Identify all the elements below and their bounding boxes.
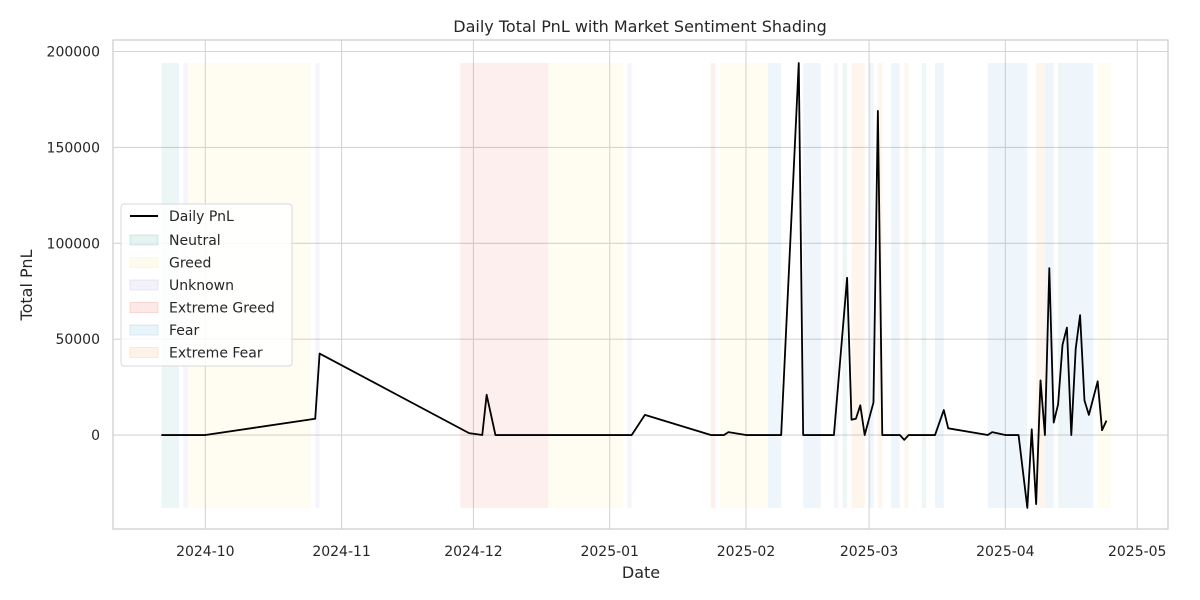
legend-label-extreme-greed: Extreme Greed — [169, 301, 275, 317]
sentiment-band-extreme-fear — [1036, 63, 1045, 508]
x-tick-label: 2025-03 — [840, 544, 899, 560]
legend-label-unknown: Unknown — [169, 278, 234, 294]
sentiment-band-greed — [1097, 63, 1111, 508]
plot-frame — [112, 39, 1169, 530]
y-tick-label: 100000 — [47, 236, 100, 252]
sentiment-band-neutral — [842, 63, 848, 508]
legend-sentiment-entries: Neutral Greed Unknown Extreme Greed Fear Extr… — [129, 233, 275, 362]
y-tick-label: 150000 — [47, 140, 100, 156]
sentiment-band-fear — [987, 63, 1028, 508]
sentiment-band-greed — [548, 63, 623, 508]
sentiment-band-fear — [803, 63, 821, 508]
y-tick-labels: 0 50000 100000 150000 200000 — [47, 45, 100, 445]
legend-label-fear: Fear — [169, 323, 199, 339]
x-tick-label: 2025-01 — [580, 544, 639, 560]
y-tick-label: 0 — [91, 428, 100, 444]
sentiment-band-fear — [767, 63, 782, 508]
x-tick-labels: 2024-10 2024-11 2024-12 2025-01 2025-02 2025-… — [176, 544, 1166, 560]
y-axis-title: Total PnL — [17, 249, 36, 321]
daily-pnl-line — [161, 62, 1108, 509]
sentiment-band-fear — [869, 63, 874, 508]
x-tick-label: 2024-11 — [312, 544, 371, 560]
sentiment-shading — [161, 63, 1111, 508]
sentiment-band-neutral — [921, 63, 927, 508]
legend-label-greed: Greed — [169, 256, 211, 272]
legend-box — [120, 203, 293, 367]
y-tick-label: 50000 — [55, 332, 100, 348]
x-tick-label: 2025-04 — [976, 544, 1035, 560]
chart-title: Daily Total PnL with Market Sentiment Sh… — [453, 17, 826, 36]
x-tick-label: 2025-02 — [717, 544, 776, 560]
sentiment-band-unknown — [315, 63, 320, 508]
pnl-line-layer — [161, 62, 1108, 509]
x-axis-title: Date — [622, 563, 660, 582]
legend-label-extreme-fear: Extreme Fear — [169, 346, 263, 362]
sentiment-band-extreme-fear — [904, 63, 909, 508]
sentiment-band-extreme-greed — [710, 63, 716, 508]
legend-label-daily-pnl: Daily PnL — [169, 209, 234, 225]
x-tick-label: 2025-05 — [1108, 544, 1167, 560]
legend-label-neutral: Neutral — [169, 233, 221, 249]
sentiment-band-fear — [1062, 63, 1094, 508]
legend-swatch-extreme-greed — [129, 302, 159, 313]
x-tick-label: 2024-10 — [176, 544, 235, 560]
y-tick-label: 200000 — [47, 45, 100, 61]
legend-swatch-neutral — [129, 234, 159, 246]
legend-swatch-greed — [129, 257, 159, 268]
sentiment-band-fear — [935, 63, 944, 508]
sentiment-band-extreme-greed — [460, 63, 549, 508]
sentiment-band-neutral — [1058, 63, 1063, 508]
sentiment-band-fear — [891, 63, 900, 508]
sentiment-band-unknown — [627, 63, 632, 508]
sentiment-band-unknown — [833, 63, 839, 508]
legend: Daily PnL Neutral Greed Unknown Extreme Gre… — [120, 203, 293, 367]
x-tick-label: 2024-12 — [444, 544, 503, 560]
legend-swatch-extreme-fear — [129, 347, 159, 358]
legend-swatch-unknown — [129, 279, 159, 291]
sentiment-band-greed — [719, 63, 768, 508]
legend-swatch-fear — [129, 324, 159, 336]
sentiment-band-extreme-fear — [851, 63, 865, 508]
